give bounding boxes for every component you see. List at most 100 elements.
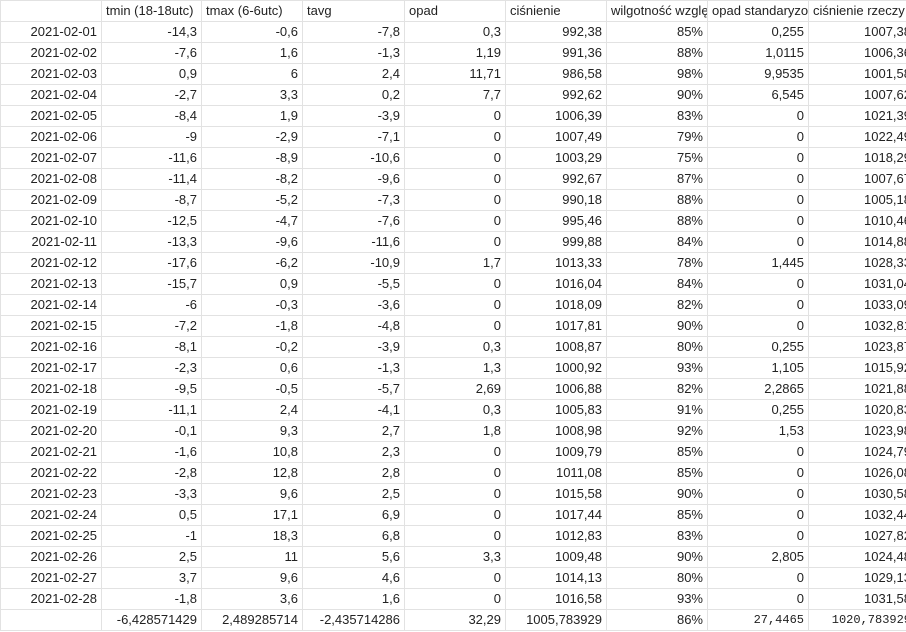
cell[interactable]: 1024,48 [808,546,906,568]
cell[interactable]: 0,3 [404,399,506,421]
cell[interactable]: 2021-02-11 [0,231,102,253]
cell[interactable]: 2021-02-18 [0,378,102,400]
cell[interactable]: 9,6 [201,567,303,589]
cell[interactable]: 0,2 [302,84,405,106]
cell[interactable]: 6 [201,63,303,85]
cell[interactable]: 90% [606,315,708,337]
cell[interactable]: -7,6 [302,210,405,232]
cell[interactable]: -9 [101,126,202,148]
cell[interactable]: -2,3 [101,357,202,379]
cell[interactable]: -2,9 [201,126,303,148]
cell[interactable]: -5,5 [302,273,405,295]
cell[interactable]: 2,4 [201,399,303,421]
cell[interactable]: 86% [606,609,708,631]
cell[interactable]: 2021-02-15 [0,315,102,337]
cell[interactable]: 83% [606,525,708,547]
cell[interactable]: 4,6 [302,567,405,589]
cell[interactable]: 1016,04 [505,273,607,295]
cell[interactable]: -8,7 [101,189,202,211]
cell[interactable]: 79% [606,126,708,148]
cell[interactable]: 1026,08 [808,462,906,484]
cell[interactable]: -3,9 [302,336,405,358]
cell[interactable]: 1003,29 [505,147,607,169]
cell[interactable]: 2021-02-12 [0,252,102,274]
cell[interactable]: 1030,58 [808,483,906,505]
cell[interactable]: 80% [606,567,708,589]
cell[interactable]: 2021-02-06 [0,126,102,148]
cell[interactable]: ciśnienie [505,0,607,22]
cell[interactable]: 2021-02-24 [0,504,102,526]
cell[interactable]: 1008,98 [505,420,607,442]
cell[interactable]: 0 [404,126,506,148]
cell[interactable]: 88% [606,189,708,211]
cell[interactable]: 0 [707,231,809,253]
cell[interactable]: 2021-02-16 [0,336,102,358]
cell[interactable]: 0 [404,588,506,610]
cell[interactable]: 1005,83 [505,399,607,421]
cell[interactable]: -4,1 [302,399,405,421]
cell[interactable]: -13,3 [101,231,202,253]
cell[interactable]: 11 [201,546,303,568]
cell[interactable]: -5,7 [302,378,405,400]
cell[interactable]: 992,62 [505,84,607,106]
cell[interactable]: 0 [404,525,506,547]
cell[interactable]: 986,58 [505,63,607,85]
cell[interactable]: 2021-02-19 [0,399,102,421]
cell[interactable]: 78% [606,252,708,274]
cell[interactable]: 0 [707,567,809,589]
cell[interactable]: -6 [101,294,202,316]
cell[interactable]: 1005,18 [808,189,906,211]
cell[interactable]: 995,46 [505,210,607,232]
cell[interactable]: -1,8 [101,588,202,610]
cell[interactable]: 2021-02-17 [0,357,102,379]
cell[interactable]: -8,9 [201,147,303,169]
cell[interactable]: opad [404,0,506,22]
cell[interactable]: 5,6 [302,546,405,568]
cell[interactable]: 0 [404,315,506,337]
cell[interactable]: 0 [707,105,809,127]
cell[interactable]: 80% [606,336,708,358]
cell[interactable]: 2021-02-27 [0,567,102,589]
cell[interactable]: 2021-02-26 [0,546,102,568]
cell[interactable]: -12,5 [101,210,202,232]
cell[interactable]: 0 [404,147,506,169]
cell[interactable]: -11,6 [101,147,202,169]
cell[interactable]: -9,6 [302,168,405,190]
cell[interactable]: 9,9535 [707,63,809,85]
cell[interactable]: -0,6 [201,21,303,43]
cell[interactable]: 0,3 [404,336,506,358]
cell[interactable]: -7,3 [302,189,405,211]
cell[interactable]: -2,435714286 [302,609,405,631]
cell[interactable]: 88% [606,42,708,64]
cell[interactable]: 992,38 [505,21,607,43]
cell[interactable]: 1029,13 [808,567,906,589]
cell[interactable]: 0 [404,105,506,127]
cell[interactable]: 3,7 [101,567,202,589]
cell[interactable]: 1007,49 [505,126,607,148]
cell[interactable]: 0,5 [101,504,202,526]
cell[interactable]: -7,2 [101,315,202,337]
cell[interactable]: 1020,783929 [808,609,906,631]
cell[interactable]: 1018,09 [505,294,607,316]
cell[interactable]: 991,36 [505,42,607,64]
cell[interactable]: 1023,98 [808,420,906,442]
cell[interactable]: 9,3 [201,420,303,442]
cell[interactable]: 1001,58 [808,63,906,85]
cell[interactable]: 27,4465 [707,609,809,631]
cell[interactable]: 2021-02-20 [0,420,102,442]
cell[interactable]: -11,4 [101,168,202,190]
cell[interactable]: 2,69 [404,378,506,400]
cell[interactable]: 85% [606,441,708,463]
cell[interactable]: 92% [606,420,708,442]
cell[interactable]: 83% [606,105,708,127]
cell[interactable]: 82% [606,378,708,400]
cell[interactable]: -7,8 [302,21,405,43]
cell[interactable]: 1015,58 [505,483,607,505]
cell[interactable]: 1027,82 [808,525,906,547]
cell[interactable]: 6,9 [302,504,405,526]
cell[interactable]: 1005,783929 [505,609,607,631]
cell[interactable]: 0 [707,504,809,526]
cell[interactable]: 90% [606,483,708,505]
cell[interactable]: -15,7 [101,273,202,295]
cell[interactable]: 1032,81 [808,315,906,337]
